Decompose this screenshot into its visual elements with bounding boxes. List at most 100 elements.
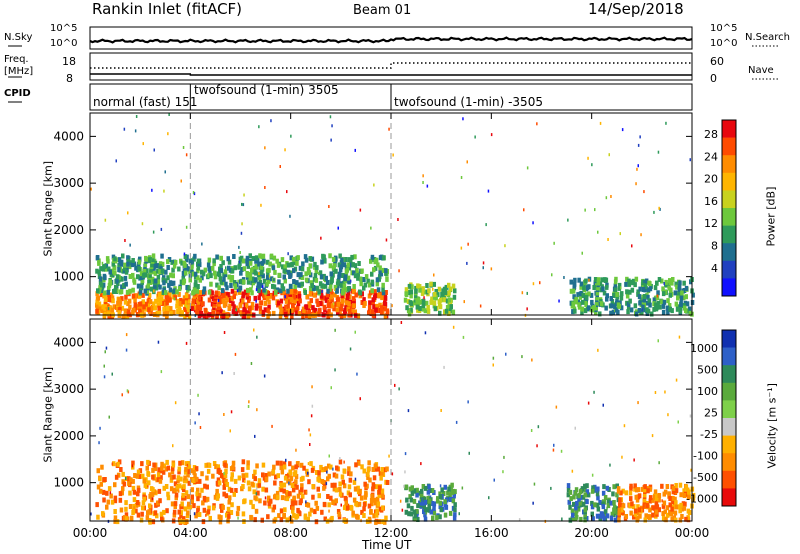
power-cell (258, 272, 260, 276)
power-cell (374, 293, 378, 299)
velocity-cell (379, 475, 383, 481)
power-cell (190, 306, 194, 311)
power-cell (238, 260, 241, 264)
power-cell (234, 310, 239, 316)
velocity-cell (502, 470, 504, 474)
power-cell (295, 298, 299, 304)
velocity-cell (105, 490, 109, 496)
power-cell (210, 301, 215, 307)
power-cell (232, 294, 236, 300)
velocity-cell (427, 498, 432, 504)
power-cell (136, 274, 140, 280)
power-cell (451, 309, 456, 315)
velocity-cell (601, 490, 606, 496)
power-cell (281, 264, 285, 270)
velocity-cell (198, 412, 200, 416)
velocity-cell (109, 493, 113, 499)
velocity-cell (443, 512, 448, 518)
velocity-cell (162, 485, 166, 491)
velocity-cell (385, 466, 389, 472)
power-cell (328, 303, 332, 309)
power-cell (95, 268, 99, 274)
velocity-cell (570, 516, 574, 522)
power-cell (168, 113, 170, 116)
velocity-cell (579, 500, 583, 506)
power-cell (115, 277, 119, 283)
power-cell (404, 291, 408, 297)
power-cell (373, 259, 377, 265)
power-cell (376, 262, 380, 268)
power-cell (261, 285, 264, 289)
power-cell (442, 293, 447, 299)
power-cell (185, 153, 188, 157)
power-cell (254, 255, 259, 261)
velocity-cell (174, 495, 178, 501)
nsky-label: N.Sky (4, 32, 33, 43)
velocity-cell (593, 484, 597, 490)
power-cell (101, 304, 105, 310)
velocity-cell (124, 512, 129, 518)
power-cell (338, 253, 342, 259)
velocity-cell (279, 483, 284, 489)
velocity-cell (680, 514, 684, 519)
velocity-cell (596, 489, 599, 493)
power-cell (193, 274, 198, 280)
velocity-cell (305, 502, 309, 507)
velocity-cell (113, 495, 118, 501)
power-cell (353, 309, 357, 315)
velocity-cell (315, 470, 319, 475)
power-cell (420, 291, 425, 296)
velocity-cell (636, 515, 640, 521)
power-cell (392, 153, 394, 157)
power-cell (288, 274, 292, 279)
velocity-cell (354, 462, 358, 468)
power-cell (487, 189, 490, 193)
velocity-cell (101, 511, 105, 517)
velocity-cell (182, 519, 186, 525)
power-cell (248, 260, 253, 266)
power-cell (158, 284, 162, 290)
velocity-cell (135, 473, 140, 479)
power-cell (656, 300, 660, 306)
velocity-cell (115, 519, 120, 525)
velocity-cell (317, 470, 321, 476)
velocity-cell (171, 462, 176, 468)
power-cell (352, 296, 356, 302)
velocity-cell (124, 500, 128, 506)
power-cell (356, 313, 361, 319)
power-cell (340, 257, 344, 263)
velocity-cell (237, 516, 239, 520)
cpid-segment-twofsound-2: twofsound (1-min) -3505 (394, 95, 543, 109)
velocity-cell (377, 485, 382, 491)
velocity-cell (285, 496, 290, 502)
power-cell (110, 268, 114, 274)
velocity-colorbar-swatch (722, 382, 736, 401)
power-cell (340, 301, 344, 307)
power-cell (287, 252, 289, 256)
velocity-cell (307, 479, 311, 485)
velocity-cell (404, 452, 407, 456)
power-cell (324, 297, 329, 303)
power-cell (196, 284, 200, 289)
power-cell (532, 221, 534, 225)
power-cell (444, 284, 449, 290)
power-cell (266, 259, 270, 265)
power-cell (653, 285, 658, 291)
velocity-cell (404, 470, 406, 474)
velocity-cell (196, 496, 200, 502)
velocity-cell (201, 519, 206, 525)
power-cell (409, 293, 413, 299)
power-cell (241, 291, 246, 297)
velocity-cell (593, 390, 595, 394)
power-cell (246, 279, 251, 285)
power-cell (188, 269, 192, 275)
power-cell (194, 292, 199, 298)
power-cell (329, 294, 334, 300)
velocity-cell (300, 487, 304, 493)
velocity-cell (208, 515, 212, 521)
velocity-cell (492, 356, 495, 360)
velocity-cell (578, 489, 583, 495)
power-colorbar-tick: 16 (704, 195, 718, 208)
velocity-cell (187, 464, 192, 470)
power-cell (375, 277, 380, 283)
